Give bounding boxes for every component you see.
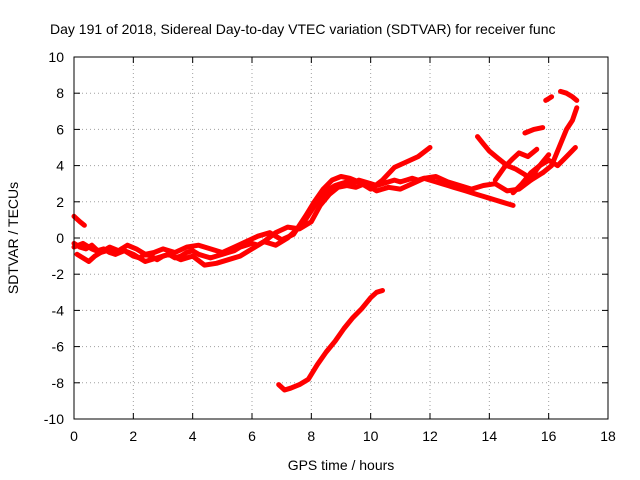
x-tick-label: 6 [248,428,256,444]
y-tick-label: -4 [52,302,65,318]
y-tick-label: 8 [56,85,64,101]
x-tick-labels: 0 2 4 6 8 10 12 14 16 18 [70,428,616,444]
series-line-track-1 [71,175,516,263]
x-axis-label: GPS time / hours [288,457,395,473]
y-tick-label: -2 [52,266,65,282]
y-axis-label: SDTVAR / TECUs [5,182,21,294]
plot-series [71,88,580,393]
grid [74,57,608,419]
series-line-track-7 [492,146,540,183]
y-tick-label: 6 [56,121,64,137]
y-tick-label: -10 [44,411,64,427]
y-tick-label: -6 [52,339,65,355]
series-line-track-4 [71,213,87,228]
series-line-track-9 [540,105,580,176]
y-tick-label: 4 [56,158,64,174]
series-line-track-10 [558,88,580,103]
x-tick-label: 4 [189,428,197,444]
x-tick-label: 14 [482,428,498,444]
y-tick-label: 2 [56,194,64,210]
chart-title: Day 191 of 2018, Sidereal Day-to-day VTE… [50,21,556,37]
x-tick-label: 8 [307,428,315,444]
series-line-track-2 [74,170,546,268]
series-line-track-3 [71,145,433,257]
series-line-track-11 [543,94,555,103]
y-tick-label: 10 [48,49,64,65]
x-tick-label: 10 [363,428,379,444]
x-tick-label: 18 [600,428,616,444]
y-tick-labels: -10 -8 -6 -4 -2 0 2 4 6 8 10 [44,49,64,427]
series-line-track-12 [522,125,546,136]
x-tick-label: 12 [422,428,438,444]
x-tick-label: 16 [541,428,557,444]
axis-ticks [73,56,609,420]
x-tick-label: 2 [129,428,137,444]
x-tick-label: 0 [70,428,78,444]
y-tick-label: -8 [52,375,65,391]
series-line-track-5 [276,288,385,393]
series-line-track-8 [510,145,578,196]
y-tick-label: 0 [56,230,64,246]
